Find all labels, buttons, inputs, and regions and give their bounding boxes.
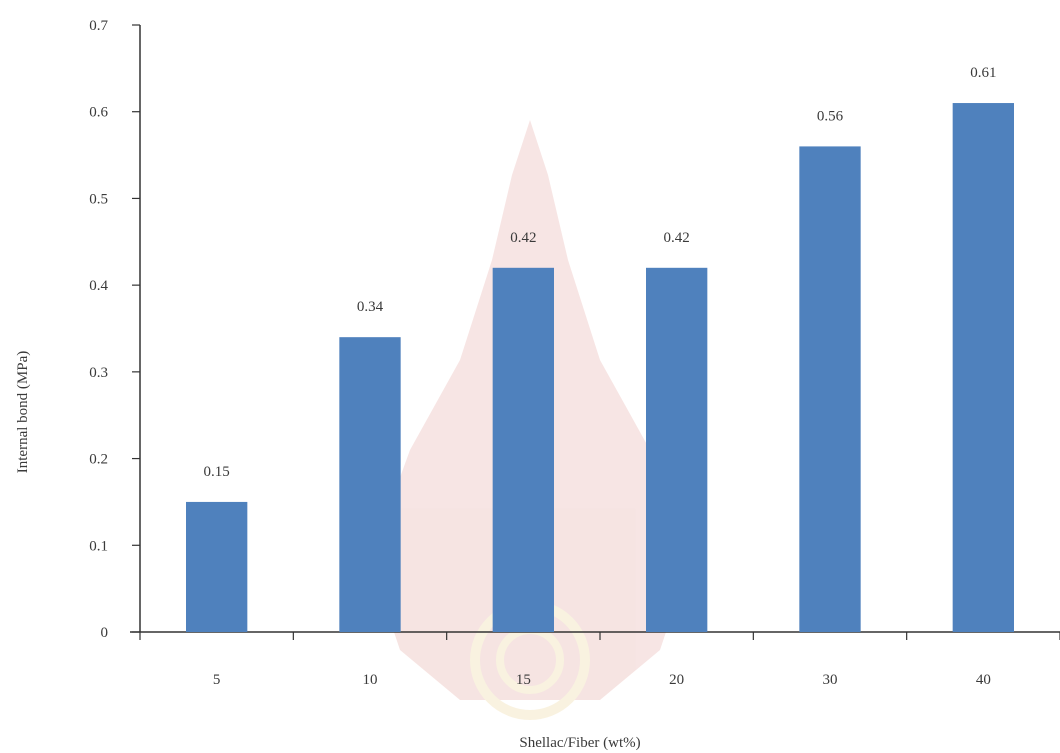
- x-tick-label-30: 30: [823, 672, 838, 688]
- data-labels: 0.15 0.34 0.42 0.42 0.56 0.61: [204, 65, 997, 480]
- data-label-5: 0.15: [204, 464, 230, 480]
- y-tick-label: 0: [101, 625, 109, 641]
- bar-30: [799, 146, 861, 632]
- y-tick-label: 0.5: [89, 191, 108, 207]
- x-tick-label-40: 40: [976, 672, 991, 688]
- x-tick-label-10: 10: [363, 672, 378, 688]
- data-label-40: 0.61: [970, 65, 996, 81]
- bar-5: [186, 501, 248, 632]
- bar-15: [492, 267, 554, 632]
- data-label-20: 0.42: [664, 230, 690, 246]
- x-tick-label-5: 5: [213, 672, 221, 688]
- bar-10: [339, 337, 401, 632]
- y-tick-label: 0.6: [89, 105, 108, 121]
- y-tick-label: 0.4: [89, 278, 108, 294]
- y-tick-label: 0.1: [89, 538, 108, 554]
- bars: [186, 103, 1014, 633]
- y-axis-title: Internal bond (MPa): [15, 351, 31, 473]
- data-label-30: 0.56: [817, 108, 844, 124]
- y-tick-label: 0.2: [89, 452, 108, 468]
- bar-40: [952, 103, 1014, 633]
- x-axis-title: Shellac/Fiber (wt%): [519, 735, 640, 751]
- y-tick-label: 0.3: [89, 365, 108, 381]
- bar-20: [646, 267, 708, 632]
- y-axis: 0 0.1 0.2 0.3 0.4 0.5 0.6 0.7: [89, 18, 141, 641]
- data-label-15: 0.42: [510, 230, 536, 246]
- x-axis: 5 10 15 20 30 40: [130, 631, 1060, 688]
- data-label-10: 0.34: [357, 299, 384, 315]
- x-tick-label-15: 15: [516, 672, 531, 688]
- x-tick-label-20: 20: [669, 672, 684, 688]
- y-tick-label: 0.7: [89, 18, 108, 34]
